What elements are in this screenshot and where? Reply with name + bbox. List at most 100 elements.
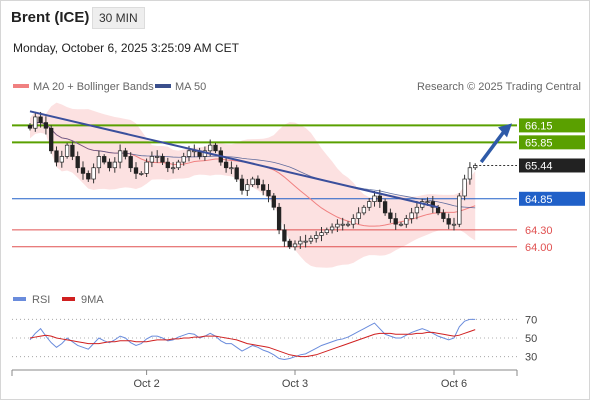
interval-badge[interactable]: 30 MIN: [92, 7, 145, 29]
candle-body: [282, 229, 287, 242]
candle-body: [176, 161, 181, 169]
rsi-ma-line: [29, 329, 476, 358]
candle-body: [329, 226, 335, 231]
ma20-legend-label: MA 20 + Bollinger Bands: [33, 81, 154, 93]
candle-body: [160, 156, 165, 163]
candle-body: [208, 144, 213, 152]
candle-body: [266, 189, 271, 197]
level-label-64.85: 64.85: [525, 194, 553, 206]
candle-body: [351, 218, 356, 225]
candle-body: [229, 167, 234, 170]
timestamp: Monday, October 6, 2025 3:25:09 AM CET: [13, 41, 239, 55]
rsi-ma-legend-label: 9MA: [81, 294, 104, 306]
rsi-legend-swatch: [13, 297, 26, 301]
candle-body: [144, 161, 149, 174]
level-labels: 66.15 65.85 65.44 64.85 64.30 64.00: [519, 118, 585, 254]
candle-body: [96, 156, 102, 169]
candle-body: [377, 195, 382, 202]
level-label-64.30: 64.30: [525, 225, 553, 237]
level-tag-64.85: [519, 191, 585, 206]
annotations: [29, 110, 517, 209]
candle-body: [367, 201, 372, 208]
candle-body: [382, 201, 388, 214]
candle-body: [473, 165, 478, 169]
ma20-legend-swatch: [13, 84, 29, 88]
candle-body: [165, 161, 170, 169]
candle-body: [213, 144, 218, 152]
level-label-64.00: 64.00: [525, 242, 553, 254]
candle-body: [123, 150, 128, 157]
candle-body: [287, 240, 292, 248]
candle-body: [80, 167, 86, 174]
candle-body: [59, 156, 64, 163]
candle-body: [298, 240, 303, 245]
candle-body: [414, 206, 420, 214]
candle-body: [425, 201, 430, 203]
ma50-legend-label: MA 50: [175, 81, 206, 93]
candle-body: [234, 167, 239, 180]
candle-body: [75, 156, 80, 169]
candle-body: [117, 150, 123, 163]
candle-body: [335, 223, 340, 228]
x-tick-label: Oct 3: [282, 378, 308, 390]
candle-body: [102, 156, 107, 163]
candle-body: [430, 201, 435, 208]
candle-body: [314, 235, 319, 239]
candle-body: [388, 212, 393, 219]
x-tick-label: Oct 6: [441, 378, 467, 390]
level-tag-66.15: [519, 118, 585, 133]
candle-body: [261, 184, 266, 191]
candle-body: [155, 156, 160, 158]
candle-body: [441, 212, 446, 219]
candle-body: [393, 218, 398, 225]
level-label-65.85: 65.85: [525, 137, 553, 149]
level-tag-65.44: [519, 158, 585, 173]
rsi-line: [29, 318, 476, 360]
candle-body: [86, 173, 91, 180]
candle-body: [64, 144, 70, 157]
x-axis: Oct 2 Oct 3 Oct 6: [11, 370, 518, 390]
projection-arrow-shaft: [479, 130, 506, 164]
candle-body: [49, 127, 54, 152]
candle-body: [451, 223, 457, 226]
ma50-legend-swatch: [155, 84, 171, 88]
candle-body: [181, 156, 186, 163]
ma50-line: [29, 122, 476, 209]
candle-body: [356, 212, 361, 219]
candle-body: [38, 116, 43, 123]
rsi-legend-label: RSI: [32, 294, 50, 306]
instrument-title: Brent (ICE): [11, 9, 90, 26]
candle-body: [303, 240, 308, 243]
candle-body: [446, 218, 451, 225]
candle-body: [149, 156, 155, 163]
candle-body: [27, 125, 33, 129]
candle-body: [43, 122, 49, 129]
projection-arrow-head: [498, 123, 512, 138]
credit-label: Research © 2025 Trading Central: [417, 81, 581, 93]
candle-body: [239, 178, 245, 191]
candle-body: [33, 116, 38, 129]
candle-body: [276, 206, 282, 231]
downtrend-line: [29, 110, 439, 209]
candle-body: [107, 161, 112, 169]
candle-body: [340, 223, 345, 226]
rsi-tick-50: 50: [525, 333, 537, 345]
candle-body: [457, 195, 462, 225]
candle-body: [372, 195, 377, 202]
level-label-66.15: 66.15: [525, 120, 553, 132]
candle-body: [245, 184, 250, 191]
candle-body: [170, 167, 176, 170]
level-label-65.44: 65.44: [525, 160, 553, 172]
candle-body: [128, 156, 133, 169]
candle-body: [133, 167, 139, 174]
candle-body: [324, 229, 329, 234]
candle-body: [398, 223, 404, 226]
rsi-tick-30: 30: [525, 352, 537, 364]
candle-body: [435, 206, 441, 214]
candle-body: [467, 167, 473, 180]
candle-body: [70, 144, 75, 157]
candle-body: [345, 223, 351, 226]
candle-body: [91, 167, 96, 180]
candle-body: [255, 178, 261, 186]
